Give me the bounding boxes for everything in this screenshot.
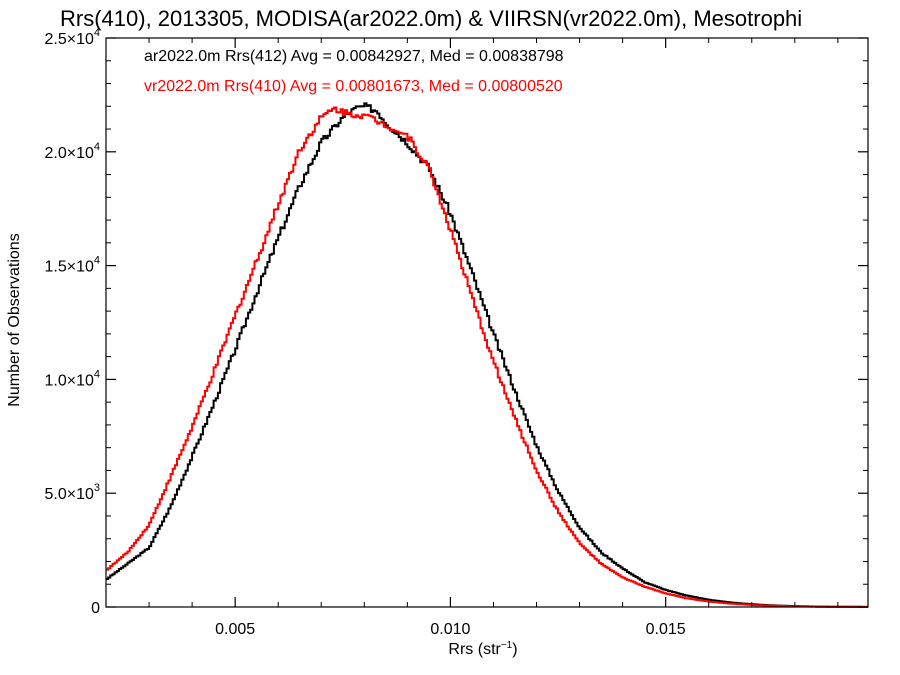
series-line-modis (106, 102, 868, 608)
y-tick-label: 2.5×104 (44, 27, 100, 48)
y-axis: 0 5.0×103 1.0×104 1.5×104 2.0×104 2.5×104 (44, 27, 868, 617)
x-axis-label: Rrs (str−1) (448, 640, 517, 658)
x-tick-label: 0.010 (430, 621, 470, 638)
y-tick-label: 2.0×104 (44, 141, 100, 162)
plot-area (106, 102, 868, 608)
legend-entry-viirs: vr2022.0m Rrs(410) Avg = 0.00801673, Med… (144, 78, 563, 95)
x-tick-label: 0.015 (646, 621, 686, 638)
y-tick-label: 5.0×103 (44, 482, 100, 503)
legend-entry-modis: ar2022.0m Rrs(412) Avg = 0.00842927, Med… (144, 48, 564, 65)
x-axis: 0.005 0.010 0.015 (148, 38, 839, 638)
series-line-viirs (106, 106, 868, 608)
y-axis-label: Number of Observations (6, 233, 23, 406)
y-tick-label: 1.5×104 (44, 255, 100, 276)
y-tick-label: 1.0×104 (44, 368, 100, 389)
chart-title: Rrs(410), 2013305, MODISA(ar2022.0m) & V… (60, 6, 802, 31)
x-tick-label: 0.005 (215, 621, 255, 638)
y-tick-label: 0 (91, 600, 100, 617)
plot-frame (105, 37, 869, 608)
legend: ar2022.0m Rrs(412) Avg = 0.00842927, Med… (144, 48, 564, 95)
